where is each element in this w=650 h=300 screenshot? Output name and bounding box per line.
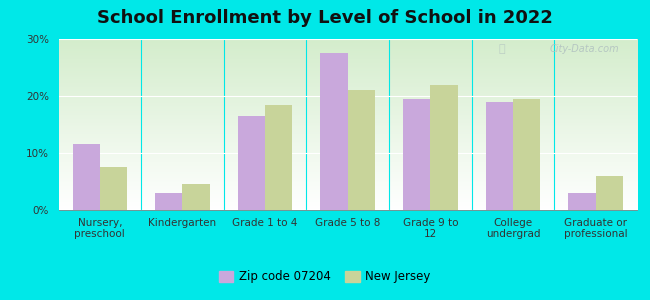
Bar (513, 99, 540, 210)
Bar (320, 53, 348, 210)
Text: City-Data.com: City-Data.com (550, 44, 619, 54)
Bar (568, 193, 595, 210)
Bar (238, 116, 265, 210)
Text: ⓘ: ⓘ (498, 44, 505, 54)
Bar (486, 102, 513, 210)
Bar (430, 85, 458, 210)
Bar (595, 176, 623, 210)
Bar (183, 184, 210, 210)
Text: School Enrollment by Level of School in 2022: School Enrollment by Level of School in … (97, 9, 553, 27)
Legend: Zip code 07204, New Jersey: Zip code 07204, New Jersey (214, 266, 436, 288)
Bar (403, 99, 430, 210)
Bar (155, 193, 183, 210)
Bar (348, 90, 375, 210)
Bar (265, 105, 292, 210)
Bar (100, 167, 127, 210)
Bar (73, 145, 100, 210)
